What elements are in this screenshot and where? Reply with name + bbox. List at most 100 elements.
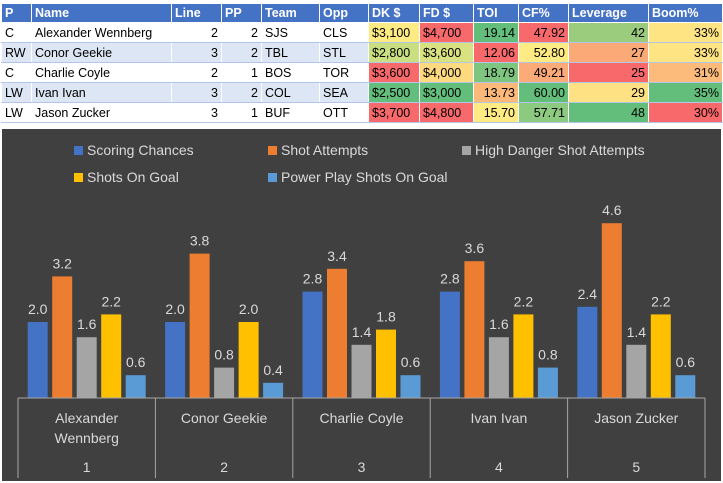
table-cell-boom[interactable]: 30% bbox=[648, 102, 723, 123]
legend-item-power-play-shots-on-goal[interactable]: Power Play Shots On Goal bbox=[268, 169, 448, 185]
table-cell-pp[interactable]: 2 bbox=[221, 42, 262, 63]
bar-power-play-shots-on-goal-3[interactable] bbox=[400, 375, 421, 398]
table-cell-line[interactable]: 3 bbox=[171, 42, 222, 63]
bar-shots-on-goal-2[interactable] bbox=[238, 322, 259, 398]
table-cell-leverage[interactable]: 42 bbox=[568, 22, 649, 43]
table-row[interactable]: LW Ivan Ivan 3 2 COL SEA $2,500 $3,000 13.73 60.0… bbox=[1, 82, 723, 103]
table-row[interactable]: RW Conor Geekie 3 2 TBL STL $2,800 $3,600 12.06 5… bbox=[1, 42, 723, 63]
bar-power-play-shots-on-goal-1[interactable] bbox=[125, 375, 146, 398]
table-cell-leverage[interactable]: 48 bbox=[568, 102, 649, 123]
bar-high-danger-shot-attempts-5[interactable] bbox=[626, 344, 647, 398]
table-cell-name[interactable]: Alexander Wennberg bbox=[31, 22, 172, 43]
table-cell-dk[interactable]: $3,100 bbox=[368, 22, 420, 43]
table-cell-name[interactable]: Ivan Ivan bbox=[31, 82, 172, 103]
table-cell-cf[interactable]: 52.80 bbox=[518, 42, 569, 63]
bar-scoring-chances-2[interactable] bbox=[165, 322, 186, 398]
table-cell-dk[interactable]: $2,500 bbox=[368, 82, 420, 103]
table-cell-p[interactable]: RW bbox=[1, 42, 32, 63]
bar-high-danger-shot-attempts-2[interactable] bbox=[214, 367, 235, 398]
table-cell-opp[interactable]: OTT bbox=[319, 102, 369, 123]
bar-shot-attempts-2[interactable] bbox=[189, 253, 210, 398]
table-cell-line[interactable]: 2 bbox=[171, 62, 222, 83]
bar-shots-on-goal-4[interactable] bbox=[513, 314, 534, 398]
table-cell-boom[interactable]: 33% bbox=[648, 22, 723, 43]
table-cell-line[interactable]: 2 bbox=[171, 22, 222, 43]
table-row[interactable]: LW Jason Zucker 3 1 BUF OTT $3,700 $4,800 15.70 5… bbox=[1, 102, 723, 123]
table-cell-opp[interactable]: SEA bbox=[319, 82, 369, 103]
bar-shots-on-goal-5[interactable] bbox=[650, 314, 671, 398]
table-cell-fd[interactable]: $3,000 bbox=[419, 82, 474, 103]
column-header-fd[interactable]: FD $ bbox=[419, 3, 474, 23]
bar-power-play-shots-on-goal-4[interactable] bbox=[537, 367, 558, 398]
table-cell-pp[interactable]: 1 bbox=[221, 62, 262, 83]
bar-high-danger-shot-attempts-3[interactable] bbox=[351, 344, 372, 398]
bar-high-danger-shot-attempts-4[interactable] bbox=[488, 337, 509, 398]
table-cell-fd[interactable]: $4,700 bbox=[419, 22, 474, 43]
table-cell-name[interactable]: Jason Zucker bbox=[31, 102, 172, 123]
table-cell-toi[interactable]: 19.14 bbox=[473, 22, 519, 43]
bar-shot-attempts-4[interactable] bbox=[464, 261, 485, 398]
table-cell-leverage[interactable]: 25 bbox=[568, 62, 649, 83]
table-cell-p[interactable]: C bbox=[1, 22, 32, 43]
legend-item-shots-on-goal[interactable]: Shots On Goal bbox=[74, 169, 179, 185]
column-header-name[interactable]: Name bbox=[31, 3, 172, 23]
table-cell-p[interactable]: LW bbox=[1, 102, 32, 123]
table-cell-p[interactable]: LW bbox=[1, 82, 32, 103]
table-cell-cf[interactable]: 49.21 bbox=[518, 62, 569, 83]
bar-shots-on-goal-1[interactable] bbox=[101, 314, 122, 398]
column-header-pp[interactable]: PP bbox=[221, 3, 262, 23]
legend-item-high-danger-shot-attempts[interactable]: High Danger Shot Attempts bbox=[462, 142, 645, 158]
table-cell-boom[interactable]: 33% bbox=[648, 42, 723, 63]
table-cell-opp[interactable]: CLS bbox=[319, 22, 369, 43]
column-header-opp[interactable]: Opp bbox=[319, 3, 369, 23]
table-row[interactable]: C Alexander Wennberg 2 2 SJS CLS $3,100 $4,700 1… bbox=[1, 22, 723, 43]
bar-shot-attempts-1[interactable] bbox=[52, 276, 73, 398]
column-header-line[interactable]: Line bbox=[171, 3, 222, 23]
table-cell-pp[interactable]: 1 bbox=[221, 102, 262, 123]
table-cell-boom[interactable]: 35% bbox=[648, 82, 723, 103]
table-cell-leverage[interactable]: 29 bbox=[568, 82, 649, 103]
column-header-team[interactable]: Team bbox=[261, 3, 320, 23]
table-cell-line[interactable]: 3 bbox=[171, 102, 222, 123]
bar-high-danger-shot-attempts-1[interactable] bbox=[76, 337, 97, 398]
table-cell-toi[interactable]: 13.73 bbox=[473, 82, 519, 103]
column-header-leverage[interactable]: Leverage bbox=[568, 3, 649, 23]
table-cell-team[interactable]: BOS bbox=[261, 62, 320, 83]
table-cell-toi[interactable]: 12.06 bbox=[473, 42, 519, 63]
table-cell-team[interactable]: COL bbox=[261, 82, 320, 103]
table-cell-opp[interactable]: TOR bbox=[319, 62, 369, 83]
table-cell-dk[interactable]: $3,600 bbox=[368, 62, 420, 83]
table-cell-cf[interactable]: 60.00 bbox=[518, 82, 569, 103]
table-cell-pp[interactable]: 2 bbox=[221, 22, 262, 43]
table-cell-fd[interactable]: $3,600 bbox=[419, 42, 474, 63]
table-cell-opp[interactable]: STL bbox=[319, 42, 369, 63]
bar-shot-attempts-3[interactable] bbox=[327, 268, 347, 398]
table-cell-boom[interactable]: 31% bbox=[648, 62, 723, 83]
table-cell-toi[interactable]: 18.79 bbox=[473, 62, 519, 83]
table-cell-cf[interactable]: 47.92 bbox=[518, 22, 569, 43]
table-cell-fd[interactable]: $4,800 bbox=[419, 102, 474, 123]
table-cell-toi[interactable]: 15.70 bbox=[473, 102, 519, 123]
table-row[interactable]: C Charlie Coyle 2 1 BOS TOR $3,600 $4,000 18.79 4… bbox=[1, 62, 723, 83]
column-header-p[interactable]: P bbox=[1, 3, 32, 23]
column-header-toi[interactable]: TOI bbox=[473, 3, 519, 23]
table-cell-leverage[interactable]: 27 bbox=[568, 42, 649, 63]
table-cell-pp[interactable]: 2 bbox=[221, 82, 262, 103]
bar-scoring-chances-4[interactable] bbox=[439, 291, 460, 398]
bar-scoring-chances-1[interactable] bbox=[27, 322, 48, 398]
table-cell-name[interactable]: Conor Geekie bbox=[31, 42, 172, 63]
column-header-boom[interactable]: Boom% bbox=[648, 3, 723, 23]
bar-scoring-chances-3[interactable] bbox=[302, 291, 323, 398]
table-cell-cf[interactable]: 57.71 bbox=[518, 102, 569, 123]
table-cell-dk[interactable]: $2,800 bbox=[368, 42, 420, 63]
table-cell-team[interactable]: TBL bbox=[261, 42, 320, 63]
table-cell-team[interactable]: SJS bbox=[261, 22, 320, 43]
bar-power-play-shots-on-goal-2[interactable] bbox=[263, 382, 284, 398]
table-cell-p[interactable]: C bbox=[1, 62, 32, 83]
table-cell-line[interactable]: 3 bbox=[171, 82, 222, 103]
legend-item-shot-attempts[interactable]: Shot Attempts bbox=[268, 142, 368, 158]
table-cell-name[interactable]: Charlie Coyle bbox=[31, 62, 172, 83]
table-cell-team[interactable]: BUF bbox=[261, 102, 320, 123]
column-header-dk[interactable]: DK $ bbox=[368, 3, 420, 23]
column-header-cf[interactable]: CF% bbox=[518, 3, 569, 23]
